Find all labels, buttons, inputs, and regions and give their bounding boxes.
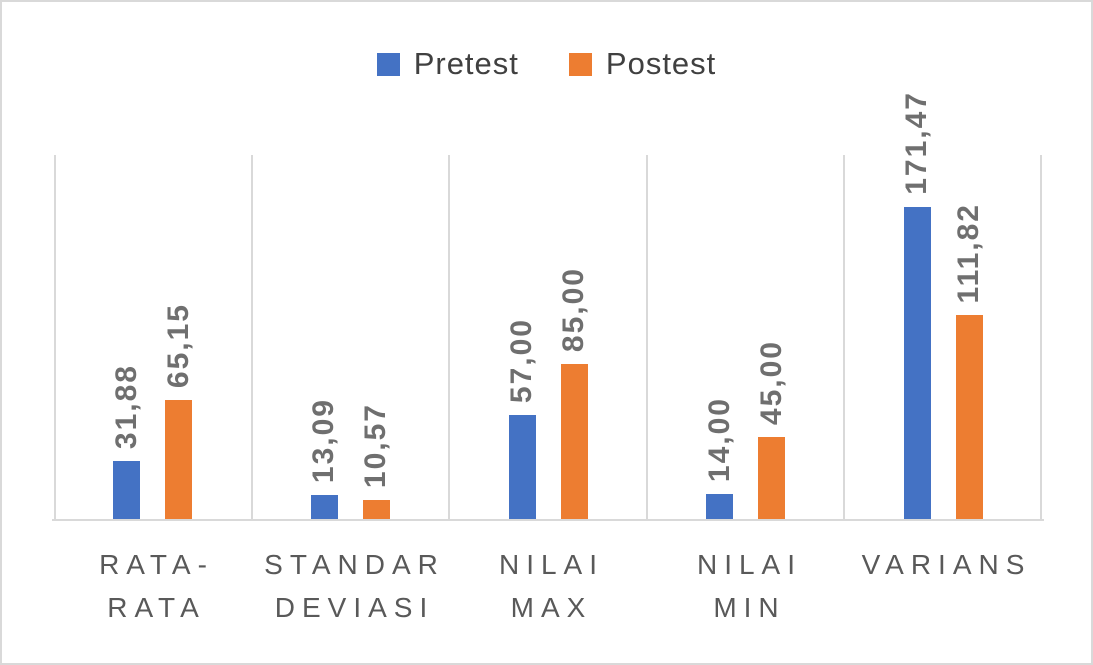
bar-pretest-1 [311, 495, 338, 519]
category-label-line: NILAI [696, 549, 803, 580]
data-label-pretest-4: 171,47 [900, 91, 933, 195]
legend-label-postest: Postest [605, 46, 717, 81]
bar-pretest-4 [904, 207, 931, 519]
data-label-postest-2: 85,00 [557, 266, 590, 352]
data-label-postest-1: 10,57 [359, 402, 392, 488]
bar-pretest-3 [706, 494, 733, 519]
data-label-postest-3: 45,00 [755, 339, 788, 425]
category-label-2: NILAI MAX [449, 543, 647, 629]
legend-item-postest: Postest [568, 46, 717, 82]
plot-area: 31,88 13,09 57,00 14,00 171,47 65,15 10,57 85,0… [54, 91, 1042, 519]
category-label-line: STANDAR [264, 549, 445, 580]
category-label-line: VARIANS [861, 549, 1032, 580]
data-label-pretest-2: 57,00 [505, 317, 538, 403]
category-label-1: STANDAR DEVIASI [252, 543, 450, 629]
bar-postest-1 [363, 500, 390, 519]
category-label-line: MAX [510, 592, 593, 623]
data-label-postest-0: 65,15 [162, 302, 195, 388]
vertical-gridline [1040, 155, 1042, 519]
bar-pretest-2 [509, 415, 536, 519]
bar-postest-0 [165, 400, 192, 519]
vertical-gridline [646, 155, 648, 519]
category-axis: RATA- RATA STANDAR DEVIASI NILAI MAX NILAI MIN V… [2, 543, 1091, 643]
data-label-pretest-3: 14,00 [703, 396, 736, 482]
x-axis-line [52, 519, 1044, 521]
legend-swatch-postest-icon [568, 52, 592, 76]
bar-postest-3 [758, 437, 785, 519]
category-label-line: DEVIASI [274, 592, 435, 623]
category-label-3: NILAI MIN [647, 543, 845, 629]
legend-label-pretest: Pretest [413, 46, 519, 81]
legend-swatch-pretest-icon [376, 52, 400, 76]
category-label-line: RATA- [99, 549, 214, 580]
bar-postest-4 [956, 315, 983, 519]
data-label-postest-4: 111,82 [952, 202, 985, 303]
vertical-gridline [843, 155, 845, 519]
data-label-pretest-1: 13,09 [307, 397, 340, 483]
vertical-gridline [54, 155, 56, 519]
data-label-pretest-0: 31,88 [110, 363, 143, 449]
category-label-line: MIN [713, 592, 786, 623]
category-label-4: VARIANS [844, 543, 1042, 586]
category-label-line: RATA [107, 592, 206, 623]
legend-item-pretest: Pretest [376, 46, 519, 82]
legend: Pretest Postest [2, 46, 1091, 82]
vertical-gridline [251, 155, 253, 519]
category-label-0: RATA- RATA [54, 543, 252, 629]
bar-pretest-0 [113, 461, 140, 519]
bar-postest-2 [561, 364, 588, 519]
category-label-line: NILAI [498, 549, 605, 580]
vertical-gridline [448, 155, 450, 519]
